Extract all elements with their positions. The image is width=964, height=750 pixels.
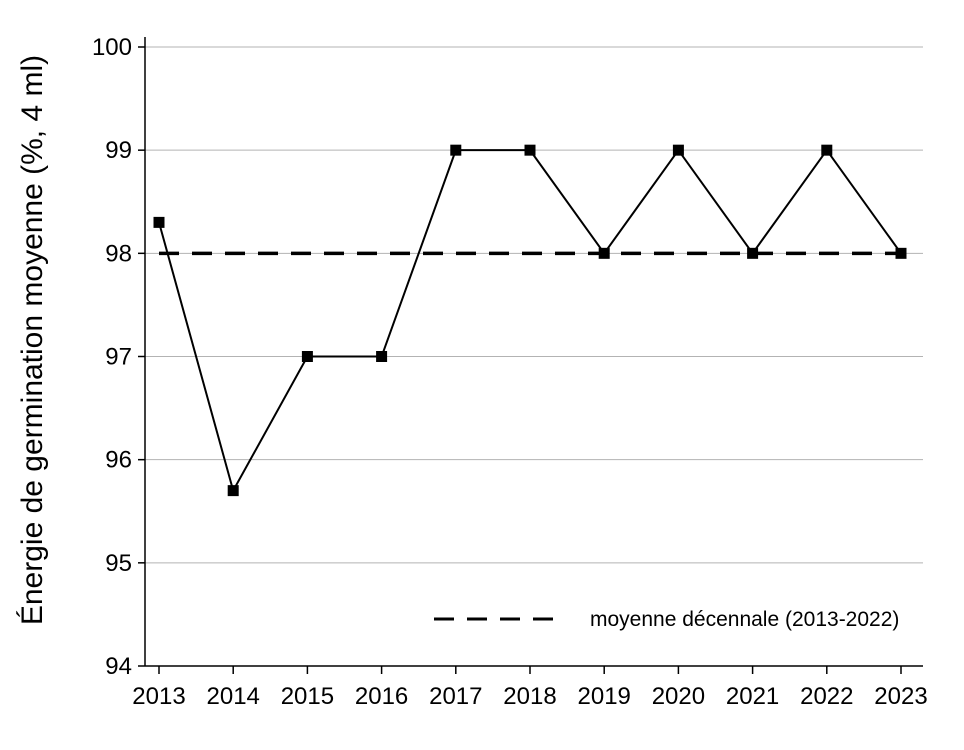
data-point-marker xyxy=(895,247,907,259)
data-point-marker xyxy=(376,351,388,362)
x-tick-label: 2018 xyxy=(503,683,556,710)
x-tick-label: 2016 xyxy=(355,683,408,710)
x-tick-label: 2020 xyxy=(652,683,705,710)
legend: moyenne décennale (2013-2022) xyxy=(434,608,899,631)
x-tick-label: 2014 xyxy=(207,683,260,710)
y-tick-label: 100 xyxy=(92,34,132,61)
y-tick-label: 96 xyxy=(105,447,132,474)
plot-series xyxy=(153,144,907,497)
data-point-marker xyxy=(153,216,165,228)
x-tick-label: 2019 xyxy=(578,683,631,710)
x-tick-label: 2021 xyxy=(726,683,779,710)
y-axis-title: Énergie de germination moyenne (%, 4 ml) xyxy=(16,55,49,625)
data-point-marker xyxy=(598,247,610,259)
x-tick-label: 2015 xyxy=(281,683,334,710)
gridlines xyxy=(145,46,923,564)
legend-label: moyenne décennale (2013-2022) xyxy=(590,608,899,631)
data-point-marker xyxy=(747,247,759,259)
data-point-marker xyxy=(524,144,536,156)
axes xyxy=(144,37,923,667)
y-tick-label: 97 xyxy=(105,344,132,371)
x-tick-label: 2013 xyxy=(132,683,185,710)
series-line xyxy=(158,148,902,494)
y-axis-ticks: 94 95 96 97 98 99 100 xyxy=(92,34,145,680)
x-axis-ticks: 2013 2014 2015 2016 2017 2018 2019 2020 2021 2022… xyxy=(132,666,928,710)
data-point-marker xyxy=(227,485,239,497)
x-tick-label: 2022 xyxy=(800,683,853,710)
y-tick-label: 98 xyxy=(105,240,132,267)
data-point-marker xyxy=(672,144,684,156)
y-tick-label: 95 xyxy=(105,550,132,577)
data-point-marker xyxy=(450,144,462,156)
y-tick-label: 94 xyxy=(105,653,132,680)
data-point-marker xyxy=(821,144,833,156)
x-tick-label: 2023 xyxy=(874,683,927,710)
x-tick-label: 2017 xyxy=(429,683,482,710)
data-point-marker xyxy=(301,351,313,362)
y-tick-label: 99 xyxy=(105,137,132,164)
